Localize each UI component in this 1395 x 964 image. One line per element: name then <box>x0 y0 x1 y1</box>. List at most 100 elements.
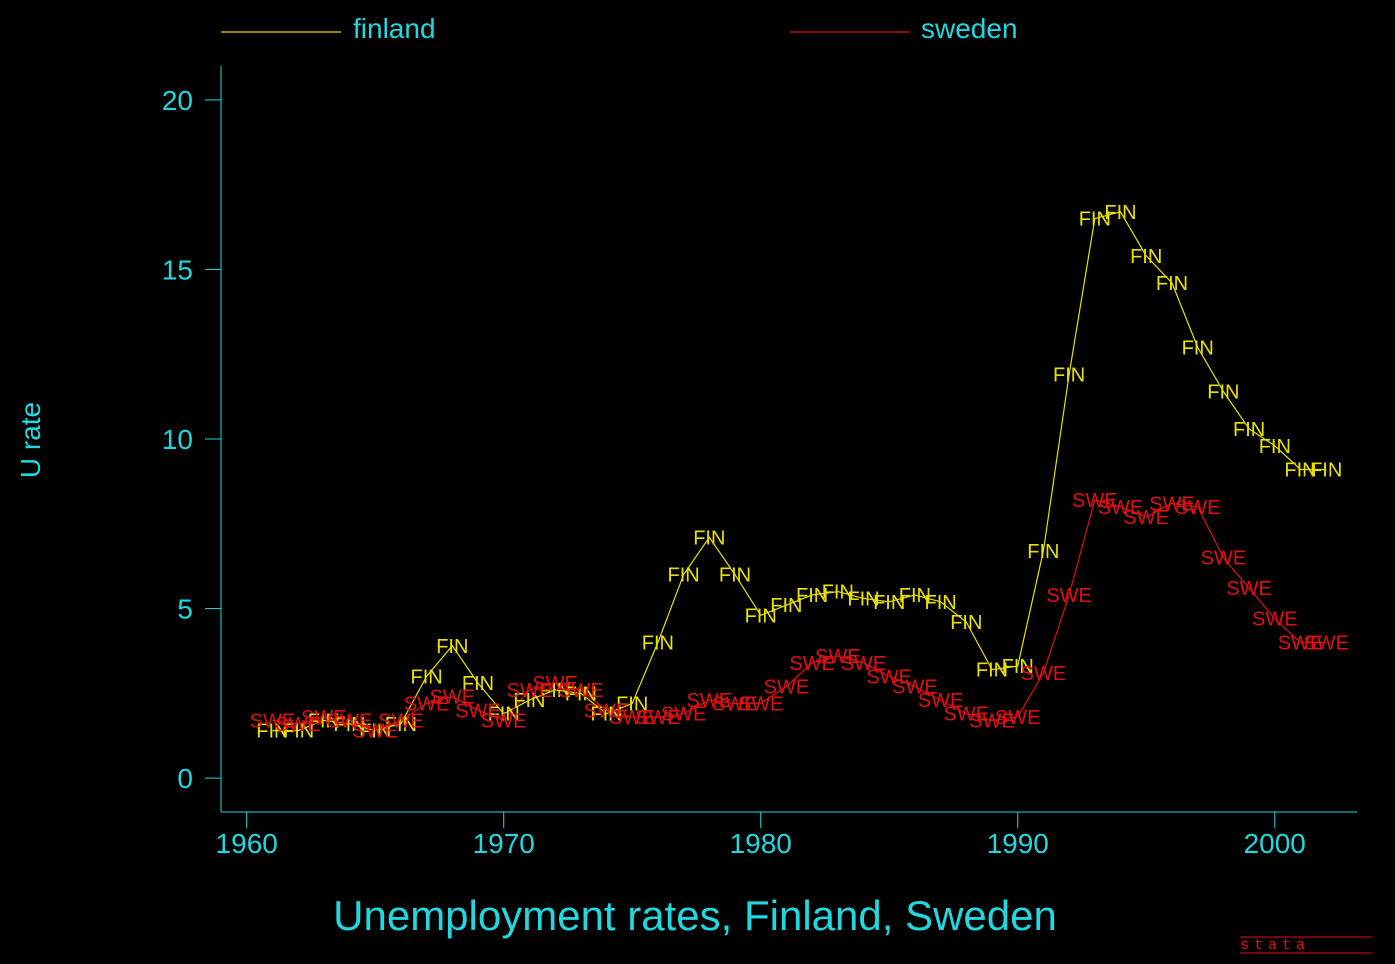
finland-point-label: FIN <box>565 683 597 705</box>
sweden-point-label: SWE <box>815 646 861 668</box>
finland-point-label: FIN <box>667 565 699 587</box>
chart-title: Unemployment rates, Finland, Sweden <box>333 892 1057 939</box>
sweden-point-label: SWE <box>455 700 501 722</box>
finland-point-label: FIN <box>590 704 622 726</box>
finland-point-label: FIN <box>924 592 956 614</box>
stata-logo-text: stata <box>1240 937 1310 954</box>
finland-point-label: FIN <box>1207 382 1239 404</box>
legend: finland sweden <box>221 13 1018 44</box>
finland-point-label: FIN <box>976 660 1008 682</box>
sweden-point-label: SWE <box>275 714 321 736</box>
sweden-point-label: SWE <box>866 666 912 688</box>
sweden-point-label: SWE <box>1226 578 1272 600</box>
finland-point-label: FIN <box>1053 365 1085 387</box>
sweden-point-label: SWE <box>532 673 578 695</box>
y-tick-label: 10 <box>162 424 193 455</box>
finland-point-label: FIN <box>256 721 288 743</box>
finland-point-label: FIN <box>359 721 391 743</box>
y-axis-label: U rate <box>15 402 46 478</box>
sweden-point-label: SWE <box>738 694 784 716</box>
finland-point-label: FIN <box>719 565 751 587</box>
finland-point-label: FIN <box>513 690 545 712</box>
finland-point-label: FIN <box>873 592 905 614</box>
finland-point-label: FIN <box>333 714 365 736</box>
sweden-point-label: SWE <box>378 710 424 732</box>
sweden-point-label: SWE <box>944 704 990 726</box>
finland-point-label: FIN <box>1002 656 1034 678</box>
sweden-point-label: SWE <box>841 653 887 675</box>
x-tick-label: 1960 <box>216 828 278 859</box>
sweden-point-label: SWE <box>969 710 1015 732</box>
x-tick-label: 2000 <box>1244 828 1306 859</box>
finland-point-label: FIN <box>1310 460 1342 482</box>
sweden-point-label: SWE <box>1072 490 1118 512</box>
sweden-point-label: SWE <box>584 700 630 722</box>
y-tick-label: 20 <box>162 85 193 116</box>
sweden-point-label: SWE <box>789 653 835 675</box>
finland-point-label: FIN <box>539 680 571 702</box>
finland-point-label: FIN <box>385 714 417 736</box>
finland-point-label: FIN <box>308 710 340 732</box>
sweden-point-label: SWE <box>892 677 938 699</box>
finland-point-label: FIN <box>1284 460 1316 482</box>
sweden-point-label: SWE <box>1098 497 1144 519</box>
finland-point-label: FIN <box>796 585 828 607</box>
y-tick-label: 5 <box>177 594 193 625</box>
sweden-point-label: SWE <box>301 707 347 729</box>
stata-logo: stata <box>1240 936 1372 954</box>
sweden-point-label: SWE <box>507 680 553 702</box>
sweden-point-label: SWE <box>1252 609 1298 631</box>
legend-label-sweden: sweden <box>921 13 1018 44</box>
finland-point-label: FIN <box>822 582 854 604</box>
finland-point-label: FIN <box>1104 202 1136 224</box>
finland-point-label: FIN <box>1130 246 1162 268</box>
legend-label-finland: finland <box>353 13 436 44</box>
finland-point-label: FIN <box>847 588 879 610</box>
sweden-point-label: SWE <box>327 710 373 732</box>
finland-point-label: FIN <box>950 612 982 634</box>
sweden-point-label: SWE <box>918 690 964 712</box>
sweden-point-label: SWE <box>1021 663 1067 685</box>
finland-point-label: FIN <box>1079 209 1111 231</box>
finland-line <box>272 211 1327 732</box>
sweden-point-label: SWE <box>404 694 450 716</box>
sweden-point-label: SWE <box>1149 493 1195 515</box>
sweden-point-label: SWE <box>1123 507 1169 529</box>
finland-point-label: FIN <box>1156 273 1188 295</box>
finland-point-label: FIN <box>1027 541 1059 563</box>
finland-point-label: FIN <box>282 721 314 743</box>
finland-point-label: FIN <box>745 605 777 627</box>
finland-point-label: FIN <box>770 595 802 617</box>
sweden-point-label: SWE <box>712 694 758 716</box>
sweden-point-label: SWE <box>1303 633 1349 655</box>
x-tick-label: 1970 <box>473 828 535 859</box>
sweden-point-label: SWE <box>1046 585 1092 607</box>
series-lines <box>272 211 1327 732</box>
finland-point-label: FIN <box>693 527 725 549</box>
axes: 0 5 10 15 20 1960 1970 1980 1990 2000 <box>162 66 1357 859</box>
finland-point-label: FIN <box>616 694 648 716</box>
sweden-point-label: SWE <box>995 707 1041 729</box>
sweden-point-label: SWE <box>352 721 398 743</box>
sweden-point-label: SWE <box>1201 548 1247 570</box>
sweden-point-label: SWE <box>250 710 296 732</box>
finland-point-label: FIN <box>899 585 931 607</box>
sweden-point-label: SWE <box>635 707 681 729</box>
x-tick-label: 1990 <box>987 828 1049 859</box>
y-tick-label: 0 <box>177 763 193 794</box>
sweden-point-label: SWE <box>687 690 733 712</box>
sweden-point-label: SWE <box>1278 633 1324 655</box>
y-tick-label: 15 <box>162 254 193 285</box>
sweden-point-label: SWE <box>1175 497 1221 519</box>
sweden-point-label: SWE <box>481 710 527 732</box>
finland-point-label: FIN <box>462 673 494 695</box>
sweden-point-label: SWE <box>558 680 604 702</box>
finland-point-label: FIN <box>1259 436 1291 458</box>
finland-point-label: FIN <box>642 633 674 655</box>
finland-point-label: FIN <box>1182 337 1214 359</box>
x-tick-label: 1980 <box>730 828 792 859</box>
finland-point-label: FIN <box>436 636 468 658</box>
sweden-point-label: SWE <box>661 704 707 726</box>
